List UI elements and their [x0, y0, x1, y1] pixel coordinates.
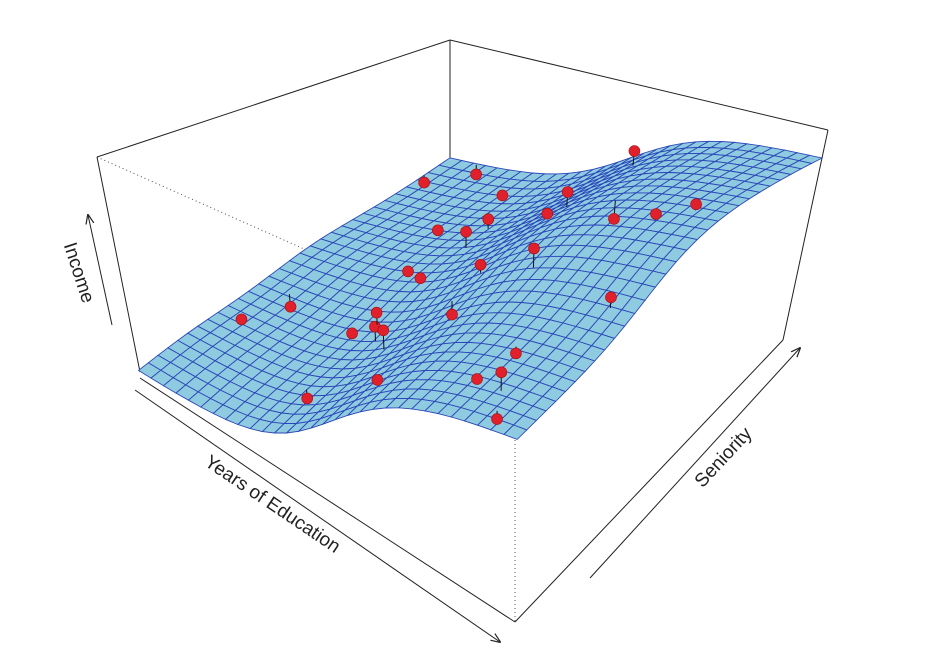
- x-axis-label: Years of Education: [201, 451, 344, 557]
- observation: [418, 176, 430, 189]
- observation: [371, 374, 384, 386]
- observation: [474, 258, 487, 271]
- x-axis-arrow: [134, 389, 500, 642]
- observation: [496, 189, 509, 202]
- box-edge: [96, 156, 141, 373]
- box-edge: [96, 156, 341, 266]
- observation: [561, 186, 574, 198]
- observation: [510, 347, 522, 360]
- observation: [346, 327, 358, 340]
- observation: [690, 198, 702, 211]
- observation: [608, 213, 620, 225]
- box-edge: [139, 377, 516, 623]
- observation: [528, 242, 540, 255]
- observation: [491, 413, 503, 425]
- observation: [235, 313, 248, 326]
- observation: [541, 207, 554, 220]
- box-edge: [449, 39, 829, 131]
- observation: [650, 208, 662, 220]
- z-axis-arrow: [88, 215, 113, 326]
- box-edge: [96, 39, 451, 158]
- observation: [377, 324, 390, 337]
- observation: [471, 373, 483, 385]
- observation: [284, 300, 297, 313]
- observation: [628, 145, 641, 157]
- observations: [235, 145, 702, 425]
- y-axis-arrow: [589, 348, 800, 579]
- surface: [137, 140, 824, 440]
- surface-patch: [503, 424, 528, 440]
- observation: [446, 308, 458, 321]
- observation: [414, 272, 427, 284]
- observation: [470, 168, 482, 181]
- observation: [402, 265, 414, 278]
- box-edge: [514, 339, 784, 623]
- observation: [370, 306, 383, 319]
- z-axis-label: Income: [59, 240, 98, 306]
- observation: [482, 213, 495, 226]
- box-back: [96, 39, 829, 623]
- box-edge: [782, 129, 829, 341]
- observation: [301, 392, 313, 405]
- observation: [605, 291, 617, 304]
- observation: [460, 225, 472, 238]
- observation: [495, 366, 508, 379]
- observation: [432, 224, 444, 237]
